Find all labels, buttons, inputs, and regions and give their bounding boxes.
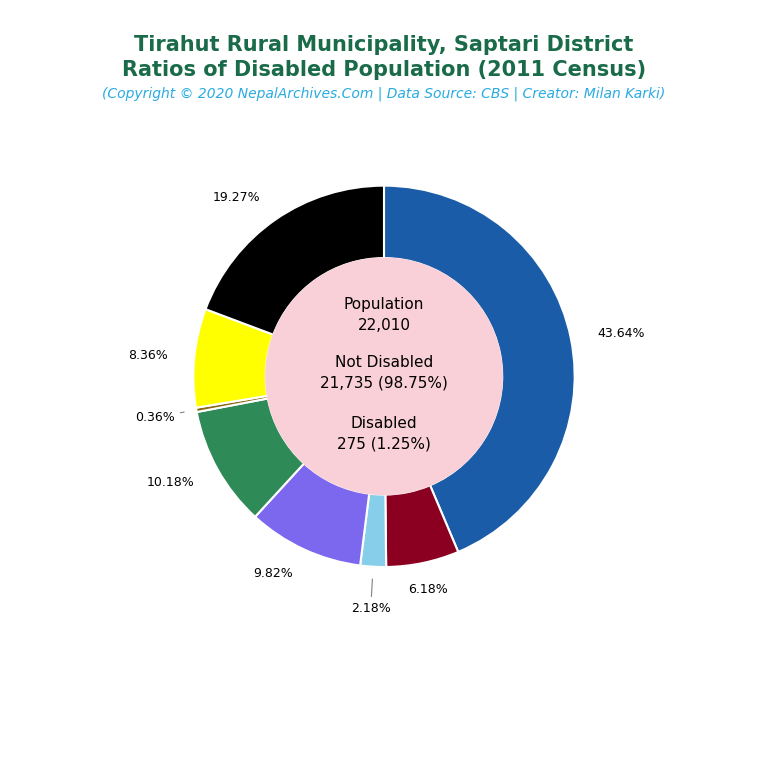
Text: Disabled
275 (1.25%): Disabled 275 (1.25%) (337, 415, 431, 452)
Text: Population
22,010: Population 22,010 (344, 297, 424, 333)
Text: Tirahut Rural Municipality, Saptari District: Tirahut Rural Municipality, Saptari Dist… (134, 35, 634, 55)
Wedge shape (206, 186, 384, 335)
Text: 19.27%: 19.27% (213, 191, 260, 204)
Text: 9.82%: 9.82% (253, 567, 293, 580)
Text: Ratios of Disabled Population (2011 Census): Ratios of Disabled Population (2011 Cens… (122, 60, 646, 80)
Wedge shape (255, 463, 369, 565)
Wedge shape (197, 399, 304, 517)
Text: (Copyright © 2020 NepalArchives.Com | Data Source: CBS | Creator: Milan Karki): (Copyright © 2020 NepalArchives.Com | Da… (102, 86, 666, 101)
Wedge shape (196, 396, 268, 412)
Wedge shape (360, 494, 386, 567)
Wedge shape (386, 485, 458, 567)
Circle shape (266, 258, 502, 495)
Text: 0.36%: 0.36% (135, 411, 184, 424)
Text: 43.64%: 43.64% (597, 326, 644, 339)
Wedge shape (194, 310, 273, 408)
Text: 8.36%: 8.36% (128, 349, 167, 362)
Text: 10.18%: 10.18% (147, 475, 194, 488)
Text: Not Disabled
21,735 (98.75%): Not Disabled 21,735 (98.75%) (320, 355, 448, 390)
Text: 2.18%: 2.18% (351, 579, 391, 615)
Wedge shape (384, 186, 574, 552)
Text: 6.18%: 6.18% (409, 583, 449, 596)
